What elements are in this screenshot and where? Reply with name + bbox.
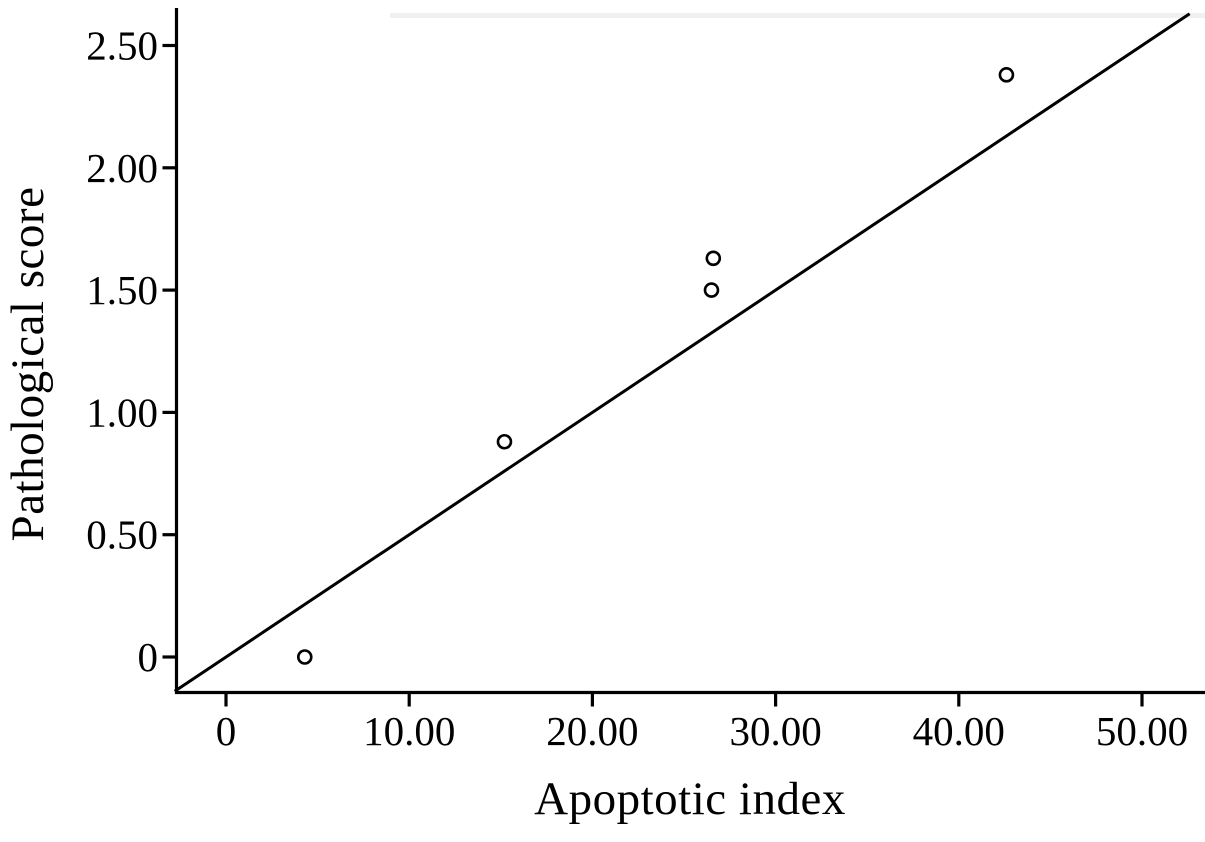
x-tick-label: 20.00 — [546, 708, 638, 754]
x-ticks-group: 0 10.00 20.00 30.00 40.00 50.00 — [216, 692, 1188, 754]
y-tick-label: 1.50 — [86, 267, 158, 313]
x-tick-label: 50.00 — [1096, 708, 1188, 754]
fit-line-group — [173, 12, 1191, 693]
x-tick-label: 0 — [216, 708, 237, 754]
x-axis-title: Apoptotic index — [534, 773, 846, 825]
y-tick-label: 0 — [138, 634, 159, 680]
x-tick-label: 30.00 — [729, 708, 821, 754]
data-point — [496, 433, 513, 450]
data-point — [998, 67, 1015, 83]
regression-line — [173, 12, 1191, 693]
data-points-group — [296, 67, 1015, 665]
x-tick-label: 10.00 — [363, 708, 455, 754]
x-tick-label: 40.00 — [913, 708, 1005, 754]
data-point — [705, 250, 722, 267]
y-tick-label: 2.00 — [86, 145, 158, 191]
axes-group — [174, 8, 1205, 695]
scan-artifact-line — [390, 13, 1205, 18]
y-tick-label: 1.00 — [86, 389, 158, 435]
y-tick-label: 2.50 — [86, 23, 158, 69]
data-point — [703, 282, 720, 298]
data-point — [296, 649, 313, 665]
y-tick-label: 0.50 — [86, 512, 158, 558]
y-ticks-group: 0 0.50 1.00 1.50 2.00 2.50 — [86, 23, 177, 680]
y-axis-title: Pathological score — [2, 186, 54, 542]
